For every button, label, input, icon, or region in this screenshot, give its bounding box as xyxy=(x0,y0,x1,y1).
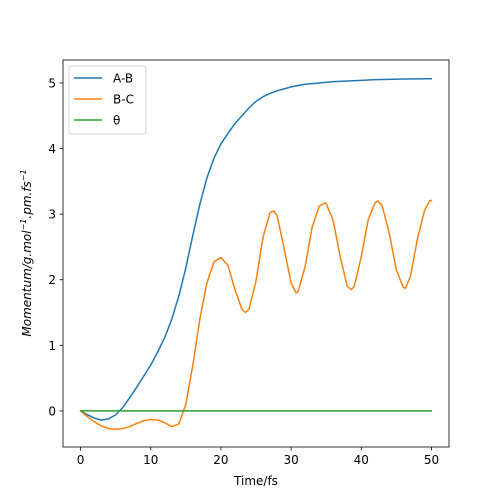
x-tick-label-2: 20 xyxy=(213,453,228,467)
legend-box xyxy=(68,65,147,135)
series-line-0 xyxy=(79,77,433,421)
legend-label-1: B-C xyxy=(113,93,134,107)
axis-ticks: 0 10 20 30 40 50 0 1 2 3 4 5 xyxy=(48,76,439,467)
y-axis-label-sup2: −1 xyxy=(19,169,28,181)
plot-area xyxy=(79,77,433,431)
x-tick-label-5: 50 xyxy=(424,453,439,467)
legend: A-B B-C θ xyxy=(68,65,147,135)
y-tick-label-0: 0 xyxy=(48,404,56,418)
y-axis-label-mid: .pm.fs xyxy=(20,181,34,218)
x-tick-label-1: 10 xyxy=(143,453,158,467)
x-tick-label-0: 0 xyxy=(77,453,85,467)
legend-label-0: A-B xyxy=(113,72,133,86)
y-tick-label-5: 5 xyxy=(48,76,56,90)
y-tick-label-1: 1 xyxy=(48,339,56,353)
y-tick-label-4: 4 xyxy=(48,142,56,156)
legend-label-2: θ xyxy=(113,114,120,128)
x-axis-label: Time/fs xyxy=(233,474,278,488)
y-axis-label: Momentum/g.mol−1.pm.fs−1 xyxy=(19,169,34,336)
y-axis-label-sup1: −1 xyxy=(19,219,28,231)
plot-frame xyxy=(62,59,450,448)
x-tick-label-4: 40 xyxy=(354,453,369,467)
series-line-1 xyxy=(79,199,433,431)
y-tick-label-2: 2 xyxy=(48,273,56,287)
y-tick-label-3: 3 xyxy=(48,208,56,222)
y-axis-label-main: Momentum/g.mol xyxy=(20,230,34,337)
x-tick-label-3: 30 xyxy=(283,453,298,467)
